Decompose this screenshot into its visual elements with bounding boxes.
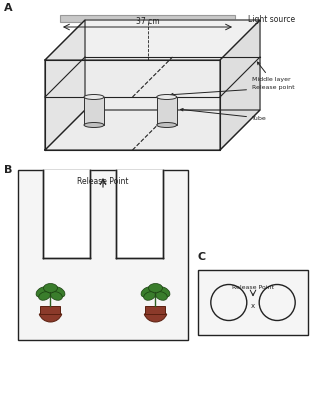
- Polygon shape: [45, 20, 85, 150]
- Text: Tube: Tube: [181, 108, 267, 120]
- Ellipse shape: [52, 287, 65, 297]
- Ellipse shape: [157, 287, 170, 297]
- Text: Release Point: Release Point: [77, 178, 129, 186]
- Ellipse shape: [156, 292, 167, 300]
- Ellipse shape: [141, 287, 154, 297]
- Ellipse shape: [84, 94, 104, 100]
- Polygon shape: [45, 60, 220, 150]
- Bar: [18, 170, 188, 340]
- Ellipse shape: [84, 122, 104, 128]
- Bar: [157, 97, 177, 125]
- Ellipse shape: [39, 292, 50, 300]
- Bar: [60, 15, 235, 22]
- Ellipse shape: [149, 284, 163, 292]
- Polygon shape: [220, 20, 260, 150]
- Text: C: C: [198, 252, 206, 262]
- Polygon shape: [43, 170, 90, 258]
- Bar: [198, 270, 308, 335]
- Text: Release point: Release point: [171, 86, 295, 96]
- Ellipse shape: [144, 292, 155, 300]
- Bar: [41, 306, 61, 314]
- Text: B: B: [4, 165, 12, 175]
- Polygon shape: [45, 110, 260, 150]
- Text: Release Point: Release Point: [232, 285, 274, 290]
- Text: x: x: [251, 302, 255, 308]
- Wedge shape: [39, 310, 62, 322]
- Polygon shape: [45, 20, 260, 60]
- Ellipse shape: [157, 94, 177, 100]
- Bar: [145, 306, 165, 314]
- Ellipse shape: [51, 292, 62, 300]
- Bar: [84, 97, 104, 125]
- Text: Middle layer: Middle layer: [252, 62, 291, 82]
- Wedge shape: [144, 310, 167, 322]
- Ellipse shape: [36, 287, 49, 297]
- Polygon shape: [116, 170, 163, 258]
- Text: 37 cm: 37 cm: [136, 16, 160, 26]
- Ellipse shape: [157, 122, 177, 128]
- Text: A: A: [4, 3, 13, 13]
- Text: Light source: Light source: [248, 14, 295, 24]
- Ellipse shape: [44, 284, 57, 292]
